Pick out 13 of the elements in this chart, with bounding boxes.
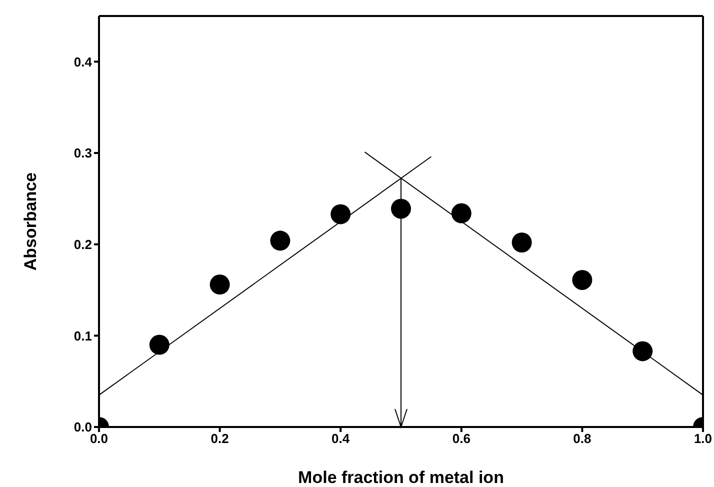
y-tick-label: 0.4 [74,54,93,70]
x-tick-label: 0.4 [332,431,350,446]
x-tick-label: 0.2 [210,431,229,446]
x-tick-label: 0.8 [573,431,592,446]
x-axis-title: Mole fraction of metal ion [298,468,504,487]
x-tick-label: 1.0 [694,431,712,446]
x-tick-label: 0.0 [90,431,108,446]
y-tick-label: 0.2 [74,236,92,252]
y-tick-label: 0.1 [74,328,92,344]
x-tick-label: 0.6 [452,431,470,446]
y-tick-label: 0.3 [74,146,92,161]
y-tick-label: 0.0 [74,420,92,435]
y-axis-title: Absorbance [21,172,40,271]
